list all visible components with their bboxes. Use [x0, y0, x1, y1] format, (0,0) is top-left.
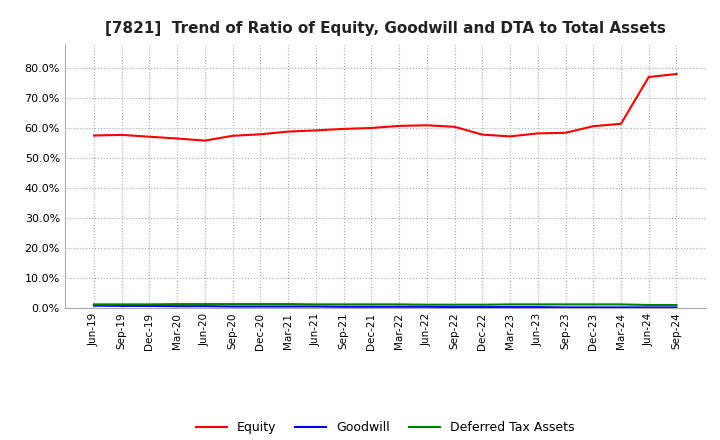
Deferred Tax Assets — [423, 302, 431, 307]
Deferred Tax Assets — [228, 301, 237, 307]
Goodwill — [644, 305, 653, 310]
Equity — [589, 124, 598, 129]
Equity — [339, 126, 348, 132]
Goodwill — [312, 304, 320, 309]
Deferred Tax Assets — [395, 302, 403, 307]
Legend: Equity, Goodwill, Deferred Tax Assets: Equity, Goodwill, Deferred Tax Assets — [191, 416, 580, 439]
Deferred Tax Assets — [117, 302, 126, 307]
Deferred Tax Assets — [312, 302, 320, 307]
Title: [7821]  Trend of Ratio of Equity, Goodwill and DTA to Total Assets: [7821] Trend of Ratio of Equity, Goodwil… — [105, 21, 665, 36]
Goodwill — [672, 305, 681, 310]
Equity — [505, 134, 514, 139]
Line: Equity: Equity — [94, 74, 677, 141]
Goodwill — [450, 304, 459, 310]
Deferred Tax Assets — [367, 302, 376, 307]
Equity — [312, 128, 320, 133]
Deferred Tax Assets — [145, 302, 154, 307]
Equity — [644, 74, 653, 80]
Goodwill — [173, 304, 181, 309]
Equity — [228, 133, 237, 139]
Goodwill — [534, 304, 542, 310]
Equity — [395, 123, 403, 128]
Deferred Tax Assets — [201, 301, 210, 307]
Equity — [561, 130, 570, 136]
Goodwill — [339, 304, 348, 309]
Equity — [672, 71, 681, 77]
Equity — [117, 132, 126, 138]
Equity — [173, 136, 181, 141]
Deferred Tax Assets — [339, 302, 348, 307]
Equity — [256, 132, 265, 137]
Equity — [478, 132, 487, 137]
Deferred Tax Assets — [644, 302, 653, 308]
Goodwill — [395, 304, 403, 309]
Equity — [423, 123, 431, 128]
Equity — [367, 125, 376, 131]
Deferred Tax Assets — [256, 301, 265, 307]
Deferred Tax Assets — [505, 302, 514, 307]
Goodwill — [478, 304, 487, 310]
Goodwill — [589, 305, 598, 310]
Goodwill — [117, 303, 126, 308]
Equity — [534, 131, 542, 136]
Goodwill — [505, 304, 514, 310]
Equity — [145, 134, 154, 139]
Goodwill — [228, 304, 237, 309]
Deferred Tax Assets — [534, 302, 542, 307]
Deferred Tax Assets — [173, 301, 181, 307]
Deferred Tax Assets — [284, 301, 292, 307]
Line: Deferred Tax Assets: Deferred Tax Assets — [94, 304, 677, 305]
Goodwill — [367, 304, 376, 309]
Goodwill — [284, 304, 292, 309]
Goodwill — [145, 303, 154, 308]
Deferred Tax Assets — [616, 302, 625, 307]
Line: Goodwill: Goodwill — [94, 306, 677, 308]
Deferred Tax Assets — [589, 302, 598, 307]
Goodwill — [423, 304, 431, 309]
Goodwill — [201, 304, 210, 309]
Goodwill — [89, 303, 98, 308]
Deferred Tax Assets — [561, 302, 570, 307]
Equity — [616, 121, 625, 126]
Deferred Tax Assets — [478, 302, 487, 307]
Goodwill — [256, 304, 265, 309]
Equity — [201, 138, 210, 143]
Equity — [284, 129, 292, 134]
Deferred Tax Assets — [89, 302, 98, 307]
Deferred Tax Assets — [672, 302, 681, 308]
Equity — [89, 133, 98, 138]
Equity — [450, 124, 459, 129]
Goodwill — [561, 305, 570, 310]
Deferred Tax Assets — [450, 302, 459, 307]
Goodwill — [616, 305, 625, 310]
